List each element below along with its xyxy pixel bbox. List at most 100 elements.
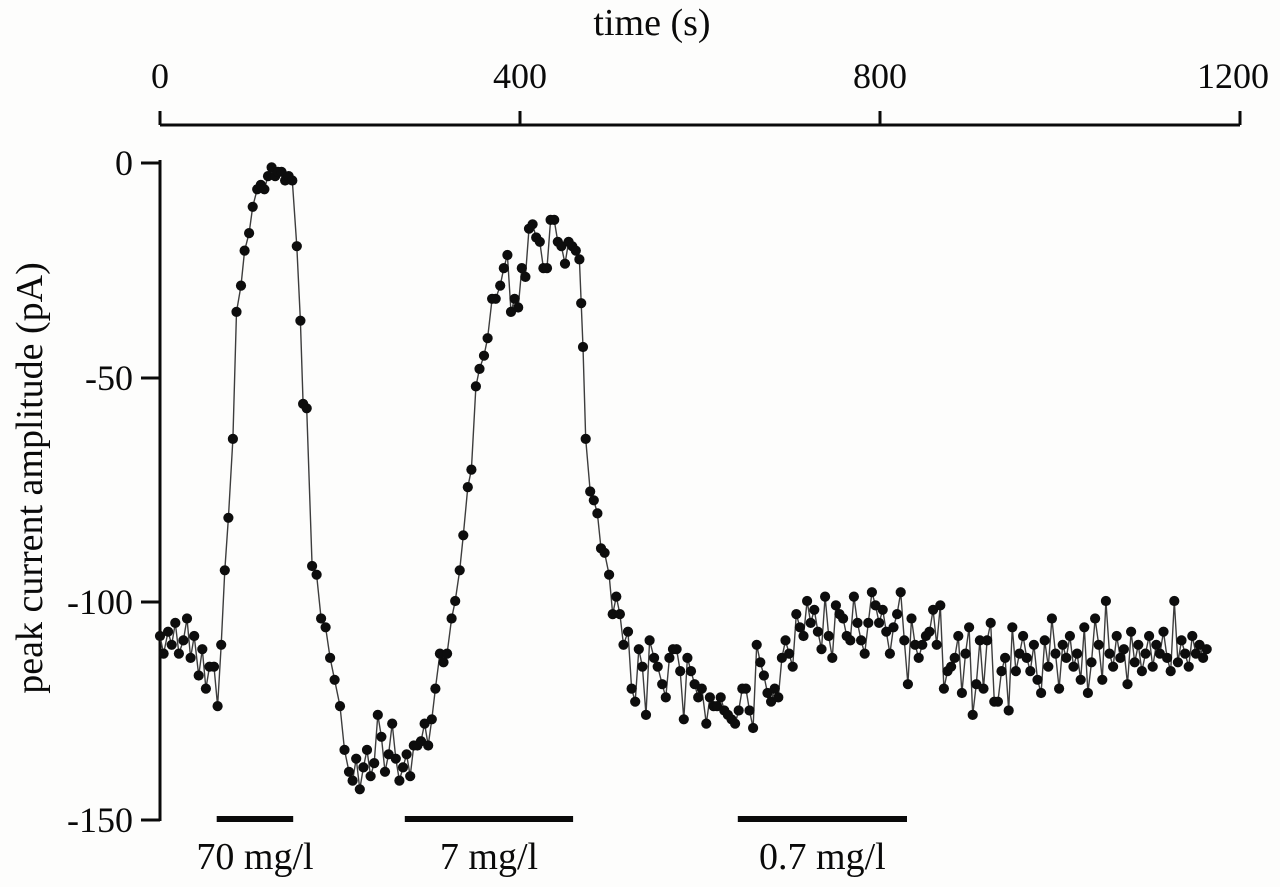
- data-point: [1010, 666, 1022, 677]
- application-bar: [404, 816, 574, 822]
- data-point: [262, 171, 274, 182]
- data-point: [733, 705, 744, 716]
- x-tick-label-1200: 1200: [1197, 56, 1269, 96]
- data-point: [730, 718, 741, 729]
- data-point: [1172, 657, 1183, 668]
- data-point: [1115, 652, 1126, 664]
- data-point: [1158, 626, 1169, 637]
- data-point: [358, 762, 369, 773]
- data-point: [1097, 674, 1108, 685]
- data-point: [1025, 666, 1036, 677]
- data-point: [173, 648, 184, 659]
- data-point: [637, 661, 648, 672]
- data-point: [1136, 666, 1147, 677]
- data-point: [301, 403, 312, 414]
- data-point: [848, 591, 860, 602]
- data-point: [1054, 683, 1065, 694]
- data-point: [888, 622, 899, 633]
- data-point: [311, 569, 322, 580]
- application-bar: [737, 816, 907, 822]
- data-point: [964, 622, 975, 633]
- data-point: [892, 609, 903, 620]
- data-point: [812, 626, 824, 637]
- data-point: [884, 648, 896, 659]
- data-point: [247, 201, 258, 212]
- data-point: [474, 363, 485, 374]
- y-tick-label--150: -150: [67, 800, 133, 840]
- data-point: [701, 718, 712, 729]
- data-point: [823, 630, 834, 642]
- data-point: [498, 263, 509, 274]
- data-point: [657, 679, 668, 690]
- data-point: [379, 766, 391, 777]
- data-point: [838, 613, 849, 624]
- data-point: [450, 595, 461, 607]
- data-point: [931, 639, 942, 650]
- data-point: [787, 661, 798, 672]
- data-point: [405, 771, 416, 782]
- data-point: [574, 254, 585, 265]
- data-point: [696, 683, 707, 694]
- data-point: [1183, 661, 1194, 672]
- data-point: [805, 617, 816, 629]
- data-point: [1057, 639, 1068, 650]
- application-bars: [216, 816, 907, 822]
- data-point: [259, 184, 270, 195]
- data-point: [1036, 687, 1047, 699]
- data-point: [1000, 652, 1011, 664]
- data-point: [200, 683, 211, 694]
- data-point: [170, 617, 181, 629]
- data-point: [913, 652, 924, 664]
- data-point: [1133, 639, 1144, 650]
- data-point: [307, 560, 318, 572]
- data-point: [1072, 648, 1083, 659]
- data-point: [1079, 622, 1090, 633]
- data-point: [938, 683, 950, 694]
- data-point: [320, 622, 331, 633]
- data-point: [682, 652, 693, 664]
- data-point: [334, 701, 346, 712]
- data-point: [956, 687, 968, 699]
- data-point: [1201, 644, 1212, 655]
- data-point: [1082, 687, 1093, 699]
- data-point: [1111, 630, 1122, 642]
- data-point: [329, 674, 340, 685]
- data-point: [401, 749, 412, 760]
- data-point: [394, 775, 405, 786]
- data-point: [189, 630, 200, 642]
- data-point: [354, 784, 365, 795]
- data-point: [866, 587, 878, 598]
- data-point: [1028, 639, 1039, 650]
- data-point: [1021, 652, 1032, 664]
- data-point: [791, 609, 802, 620]
- data-point: [1068, 661, 1079, 672]
- x-tick-label-0: 0: [151, 56, 169, 96]
- y-tick-label--50: -50: [85, 358, 133, 398]
- data-point: [856, 635, 867, 646]
- data-point: [704, 692, 716, 703]
- data-point: [466, 464, 477, 475]
- data-point: [1100, 595, 1111, 607]
- data-point: [490, 293, 501, 304]
- data-point: [235, 280, 247, 291]
- data-point: [1018, 630, 1029, 642]
- application-label-07mgl: 0.7 mg/l: [759, 836, 886, 878]
- data-point: [577, 341, 589, 353]
- data-point: [671, 644, 682, 655]
- data-point: [985, 617, 996, 629]
- data-point: [678, 714, 689, 725]
- data-point: [295, 315, 306, 326]
- data-point: [482, 333, 493, 344]
- data-point: [1176, 635, 1187, 646]
- data-point: [376, 731, 387, 742]
- data-point: [592, 508, 603, 519]
- data-point: [347, 775, 358, 786]
- data-point: [652, 661, 663, 672]
- data-point: [630, 696, 641, 707]
- data-point: [660, 692, 671, 703]
- data-point: [935, 600, 946, 611]
- data-point: [917, 639, 928, 650]
- data-point: [1169, 595, 1180, 607]
- data-point: [611, 591, 622, 602]
- data-point: [541, 263, 553, 274]
